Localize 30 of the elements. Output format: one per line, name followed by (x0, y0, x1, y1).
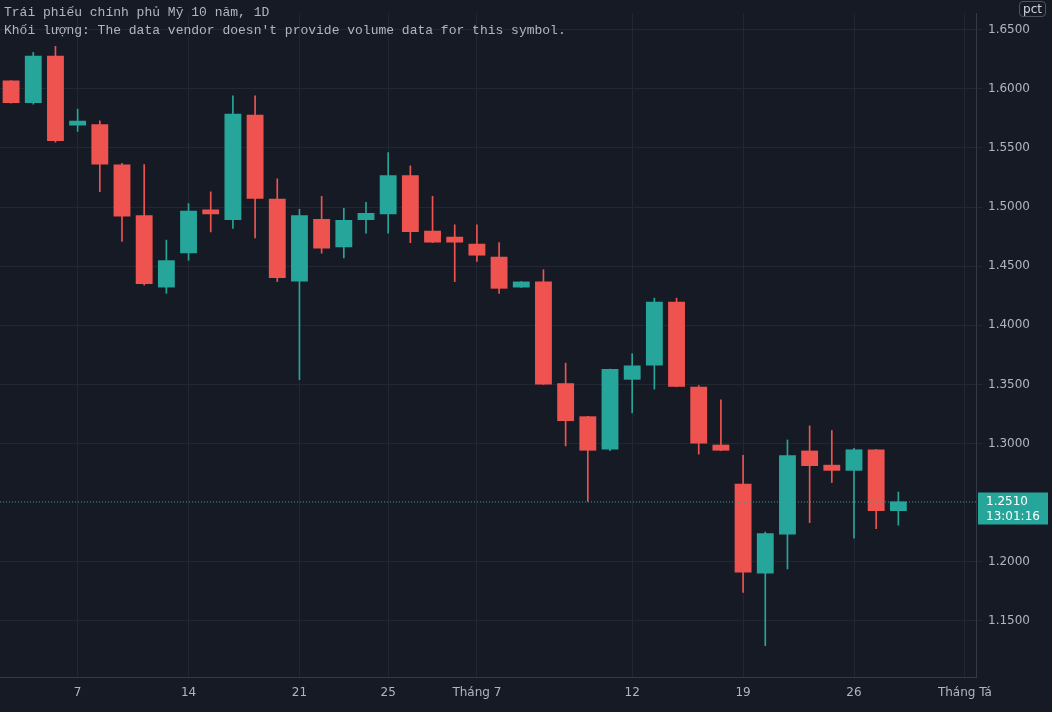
text: pct (1019, 1, 1046, 17)
candlestick (202, 191, 220, 233)
candlestick (357, 202, 375, 234)
x-tick-label: 12 (624, 684, 640, 699)
text: Khối lượng: The data vendor doesn't provide volume data for this symbol. (4, 22, 566, 40)
x-tick-label: Tháng Tá (936, 684, 992, 699)
y-tick-label: 1.1500 (988, 612, 1030, 627)
candlestick (712, 399, 730, 451)
y-tick-label: 1.2000 (988, 553, 1030, 568)
y-tick-label: 1.5000 (988, 199, 1030, 214)
x-tick-label: 19 (735, 684, 751, 699)
candlestick (446, 224, 464, 282)
x-tick-label: 7 (73, 684, 82, 699)
y-tick-label: 1.6000 (988, 80, 1030, 95)
y-tick-label: 1.4500 (988, 258, 1030, 273)
candlestick (823, 430, 841, 483)
text: 13:01:16 (986, 508, 1040, 523)
y-tick-label: 1.4000 (988, 317, 1030, 332)
y-tick-label: 1.3000 (988, 435, 1030, 450)
candlestick (623, 353, 641, 414)
ref-line-label: 1.2510 (986, 493, 1028, 508)
chart-title: Trái phiếu chính phủ Mỹ 10 năm, 1D (4, 4, 271, 22)
x-tick-label: 21 (291, 684, 308, 699)
x-tick-label: 25 (380, 684, 396, 699)
x-tick-label: 14 (180, 684, 197, 699)
y-tick-label: 1.3500 (988, 376, 1030, 391)
x-tick-label: Tháng 7 (451, 684, 502, 699)
y-tick-label: 1.6500 (988, 21, 1030, 36)
x-tick-label: 26 (846, 684, 862, 699)
y-tick-label: 1.5500 (988, 140, 1030, 155)
